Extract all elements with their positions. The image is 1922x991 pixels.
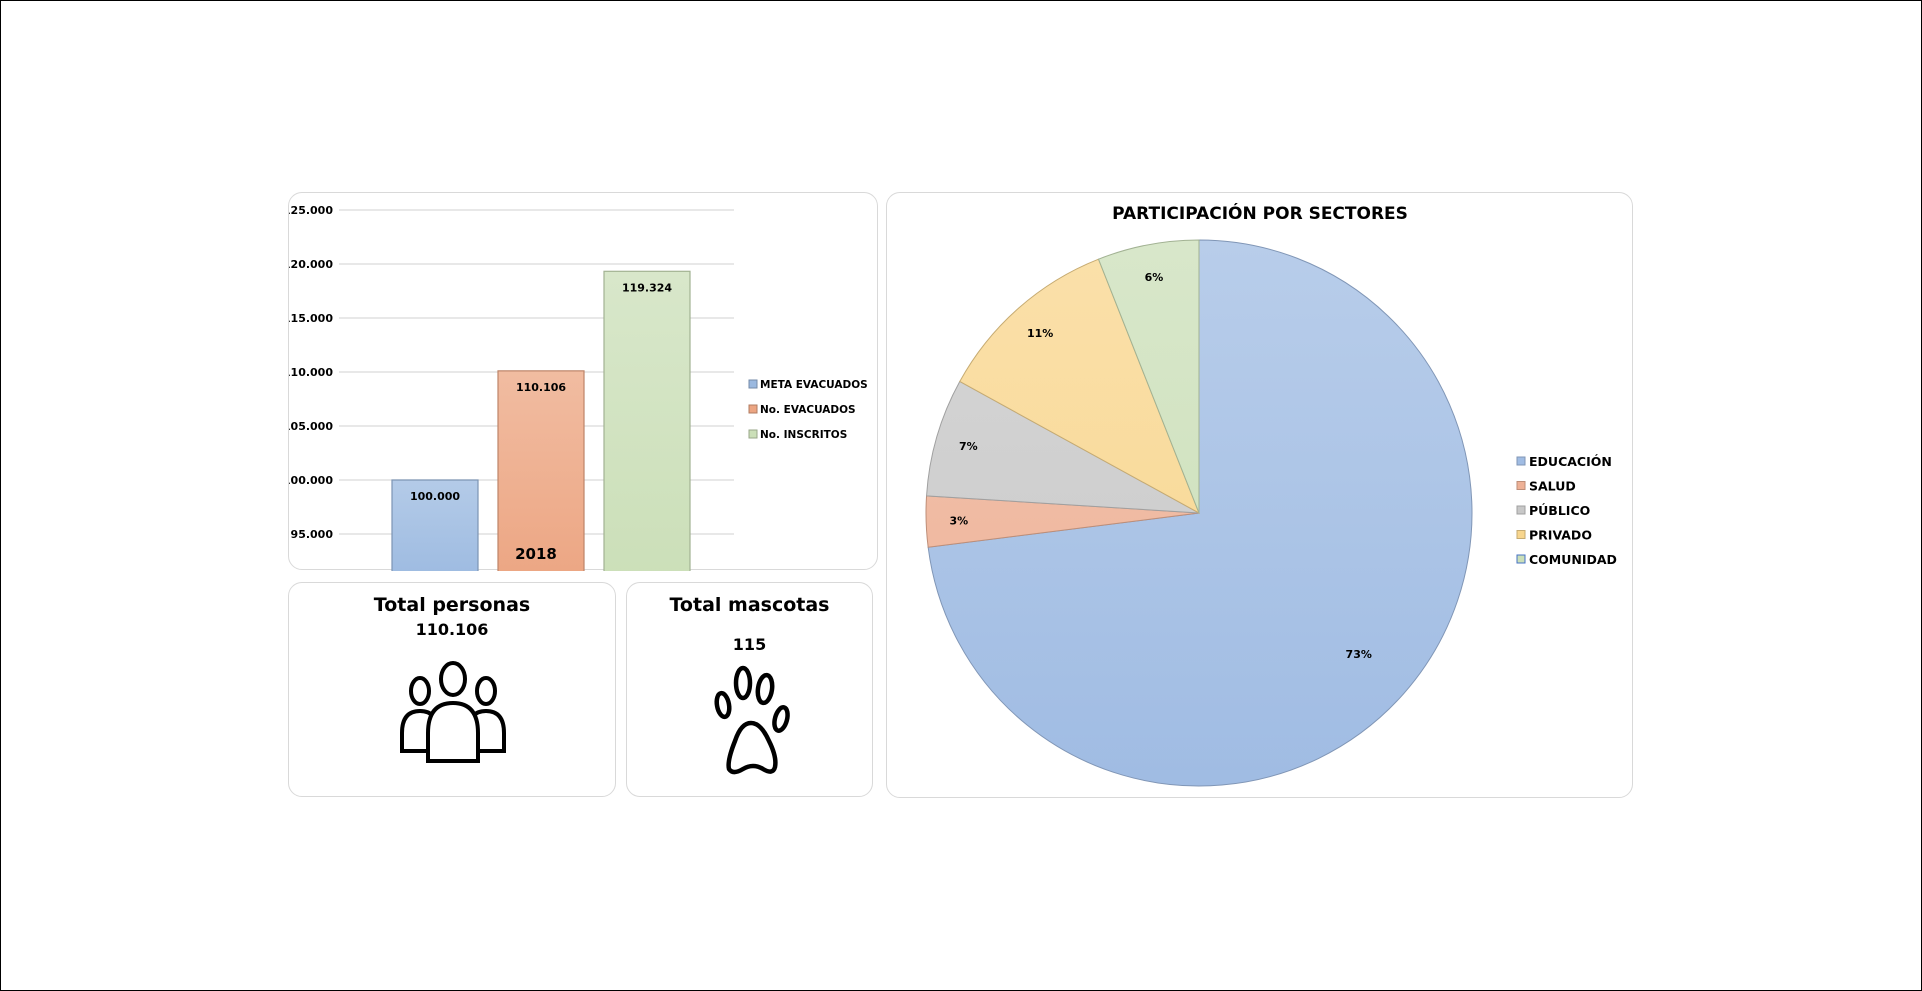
total-mascotas-card: Total mascotas 115 bbox=[626, 582, 873, 797]
legend-label: No. EVACUADOS bbox=[760, 404, 856, 416]
bar-chart: 90.00095.000100.000105.000110.000115.000… bbox=[289, 204, 868, 571]
pie-slice-5 bbox=[1097, 239, 1200, 514]
legend-swatch bbox=[1516, 554, 1526, 564]
bar-data-label: 119.324 bbox=[622, 281, 672, 294]
legend-label: EDUCACIÓN bbox=[1529, 454, 1612, 469]
pie-slice-3 bbox=[926, 380, 1200, 514]
legend-swatch bbox=[1516, 456, 1526, 466]
y-tick-label: 120.000 bbox=[289, 258, 333, 271]
y-tick-label: 115.000 bbox=[289, 312, 333, 325]
legend-label: No. INSCRITOS bbox=[760, 429, 847, 441]
legend-label: META EVACUADOS bbox=[760, 379, 868, 391]
legend-label: SALUD bbox=[1529, 479, 1576, 494]
legend-swatch bbox=[748, 404, 758, 414]
legend-swatch bbox=[1516, 481, 1526, 490]
kpi-value: 110.106 bbox=[415, 620, 489, 639]
pie-title: PARTICIPACIÓN POR SECTORES bbox=[1112, 202, 1408, 224]
legend-label: PRIVADO bbox=[1529, 528, 1592, 543]
people-group-icon bbox=[400, 661, 506, 763]
bar-data-label: 110.106 bbox=[516, 381, 566, 394]
pie-data-label: 7% bbox=[959, 440, 978, 453]
x-category-label: 2018 bbox=[515, 545, 557, 563]
y-tick-label: 100.000 bbox=[289, 474, 333, 487]
y-tick-label: 95.000 bbox=[291, 528, 334, 541]
kpi-title: Total personas bbox=[373, 594, 531, 616]
legend-label: PÚBLICO bbox=[1529, 503, 1590, 518]
pie-chart-card: PARTICIPACIÓN POR SECTORES 73% EDUCACIÓN 3%… bbox=[886, 192, 1633, 798]
pie-data-label: 73% bbox=[1346, 648, 1372, 661]
pie-data-label: 3% bbox=[950, 515, 969, 528]
y-tick-label: 125.000 bbox=[289, 204, 333, 217]
legend-label: COMUNIDAD bbox=[1529, 552, 1617, 567]
y-tick-label: 105.000 bbox=[289, 420, 333, 433]
pie-slice-1 bbox=[927, 239, 1473, 787]
bar-1 bbox=[391, 479, 479, 571]
legend-swatch bbox=[1516, 530, 1526, 539]
total-personas-card: Total personas 110.106 bbox=[288, 582, 616, 797]
bar-chart-card: 90.00095.000100.000105.000110.000115.000… bbox=[288, 192, 878, 571]
pie-data-label: 6% bbox=[1145, 271, 1164, 284]
bar-3 bbox=[603, 270, 691, 571]
legend-swatch bbox=[748, 379, 758, 389]
bar-2 bbox=[497, 370, 585, 571]
pie-chart: PARTICIPACIÓN POR SECTORES 73% EDUCACIÓN 3%… bbox=[925, 202, 1617, 787]
bar-data-label: 100.000 bbox=[410, 490, 460, 503]
kpi-title: Total mascotas bbox=[669, 594, 830, 616]
pie-data-label: 11% bbox=[1027, 327, 1053, 340]
legend-swatch bbox=[748, 429, 758, 439]
y-tick-label: 110.000 bbox=[289, 366, 333, 379]
kpi-value: 115 bbox=[732, 635, 767, 654]
paw-icon bbox=[714, 665, 790, 775]
pie-slice-4 bbox=[959, 258, 1200, 515]
legend-swatch bbox=[1516, 505, 1526, 515]
